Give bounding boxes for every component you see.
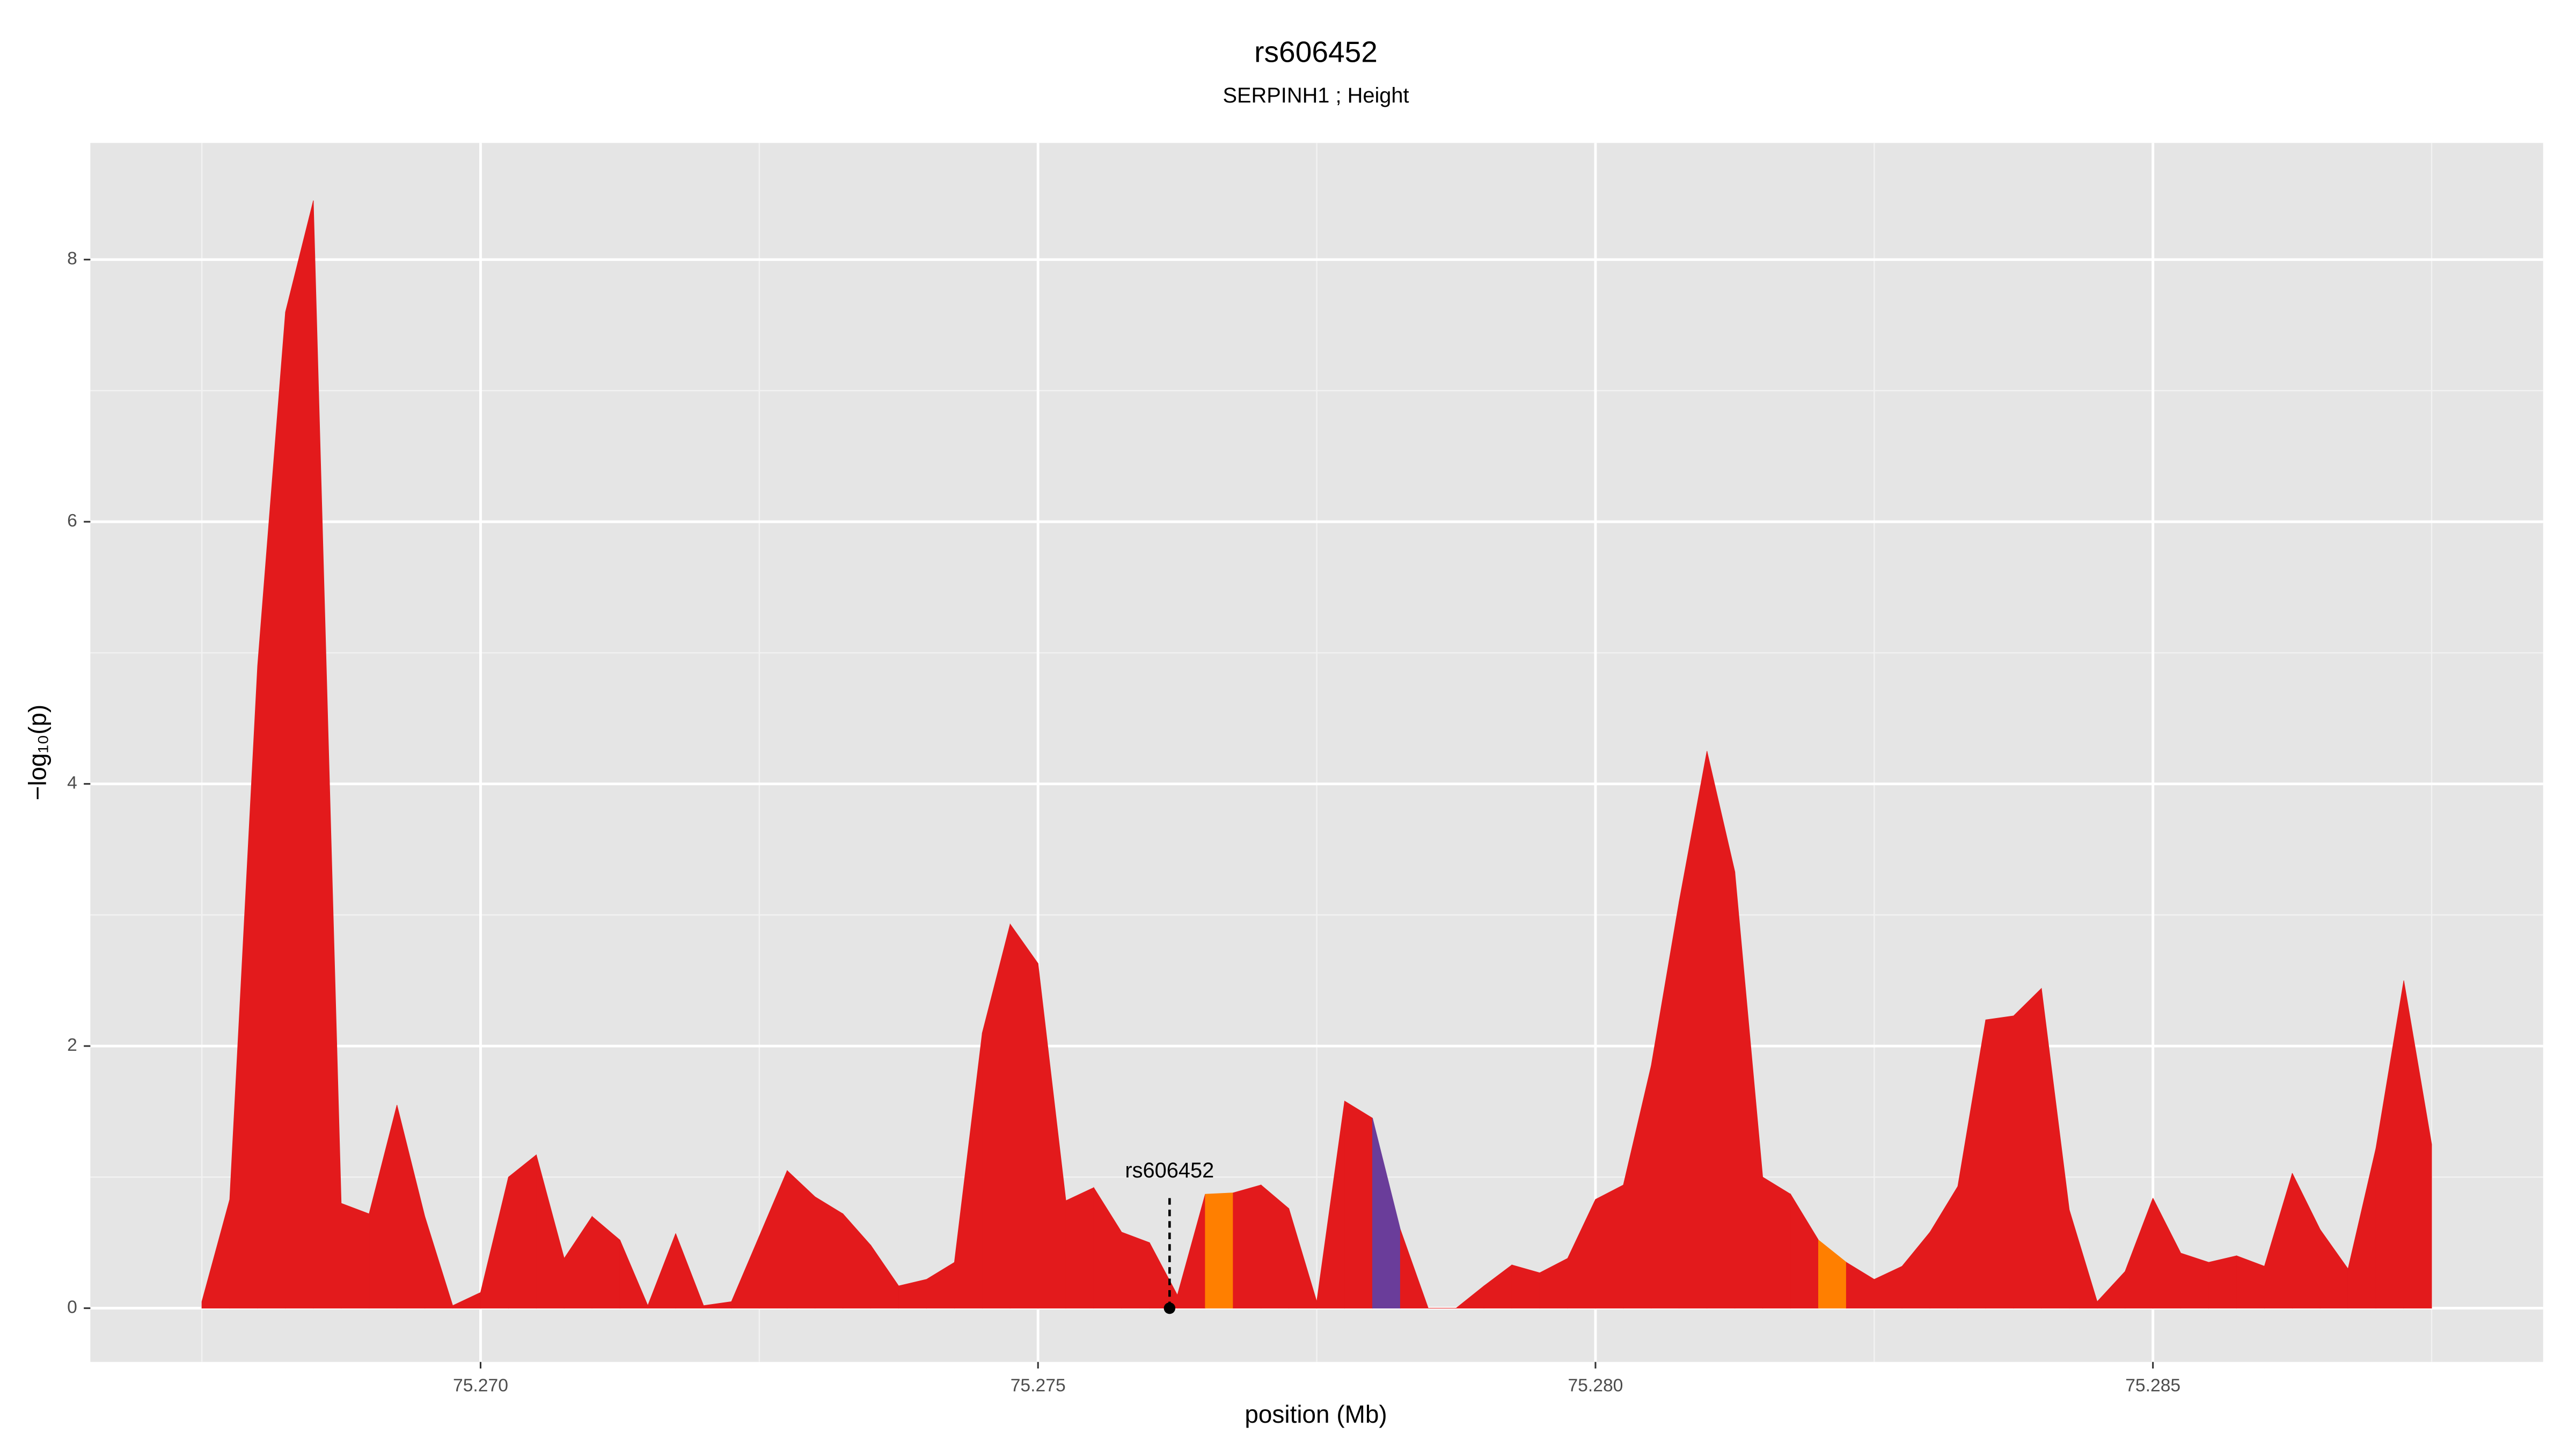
area-segment (1762, 1176, 1791, 1309)
y-axis-title: −log₁₀(p) (24, 705, 52, 801)
area-segment (2208, 1255, 2237, 1309)
area-segment (341, 1203, 370, 1309)
area-segment (1595, 1184, 1624, 1309)
y-tick-label: 6 (67, 511, 77, 531)
x-tick-label: 75.280 (1568, 1376, 1623, 1396)
x-tick-label: 75.275 (1011, 1376, 1066, 1396)
area-segment (1065, 1187, 1094, 1309)
x-axis-title: position (Mb) (1245, 1400, 1387, 1428)
annotation-point (1163, 1302, 1176, 1314)
y-tick-label: 0 (67, 1298, 77, 1318)
y-tick-label: 8 (67, 249, 77, 269)
y-tick-label: 2 (67, 1035, 77, 1055)
area-segment (1121, 1232, 1150, 1309)
area-segment (1985, 1015, 2014, 1309)
area-segment (1344, 1100, 1373, 1309)
y-tick-label: 4 (67, 773, 77, 793)
x-tick-label: 75.270 (453, 1376, 508, 1396)
area-segment (508, 1154, 537, 1309)
area-segment (1205, 1192, 1234, 1309)
area-segment (1009, 923, 1038, 1309)
annotation-label: rs606452 (1125, 1159, 1214, 1182)
area-segment (2403, 980, 2432, 1309)
x-tick-label: 75.285 (2125, 1376, 2180, 1396)
area-segment (1233, 1184, 1262, 1309)
area-segment (2013, 987, 2042, 1309)
chart-subtitle: SERPINH1 ; Height (1223, 84, 1409, 107)
chart-title: rs606452 (1254, 35, 1378, 69)
area-segment (1511, 1264, 1540, 1309)
area-segment (285, 200, 314, 1309)
area-segment (2180, 1253, 2209, 1309)
area-segment (1400, 1229, 1429, 1309)
area-segment (815, 1196, 844, 1309)
